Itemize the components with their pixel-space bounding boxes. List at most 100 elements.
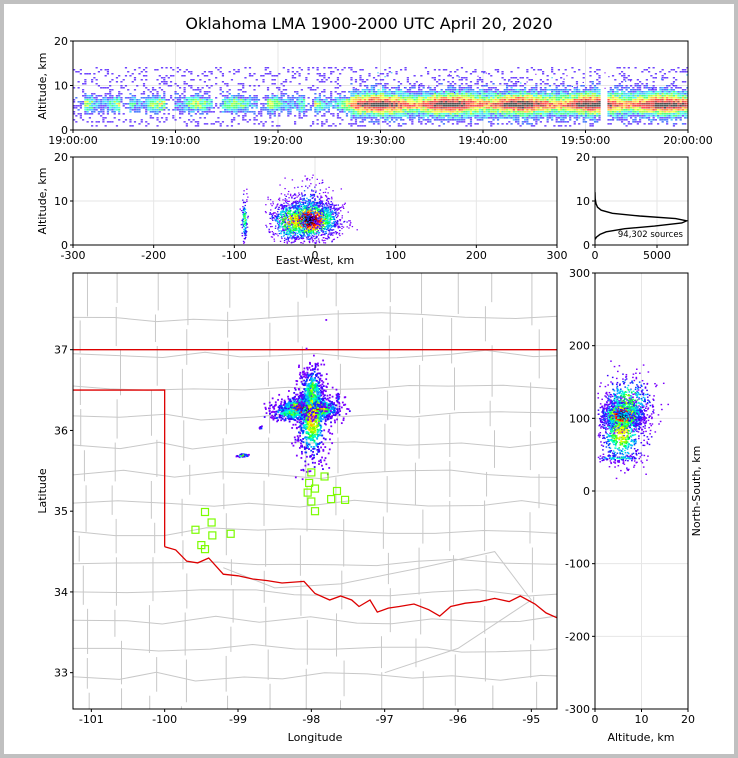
time-density-cell <box>645 85 648 87</box>
time-density-cell <box>465 125 468 127</box>
time-density-cell <box>578 123 581 125</box>
time-density-cell <box>636 101 639 103</box>
time-density-cell <box>639 97 642 99</box>
time-density-cell <box>84 83 87 85</box>
time-density-cell <box>95 67 98 69</box>
time-density-cell <box>508 79 511 81</box>
time-density-cell <box>284 81 288 83</box>
time-density-cell <box>303 101 306 103</box>
time-density-cell <box>636 85 639 87</box>
time-density-cell <box>138 105 141 107</box>
time-density-cell <box>589 89 592 91</box>
time-density-cell <box>677 99 680 101</box>
time-density-cell <box>587 101 590 103</box>
time-density-cell <box>611 99 615 101</box>
time-density-cell <box>560 121 563 123</box>
time-density-cell <box>185 105 188 107</box>
time-density-cell <box>379 93 382 95</box>
time-density-cell <box>194 107 197 109</box>
time-density-cell <box>86 111 89 113</box>
time-density-cell <box>652 119 655 121</box>
time-density-cell <box>618 93 621 95</box>
time-density-cell <box>505 107 509 109</box>
time-density-cell <box>537 119 540 121</box>
time-density-cell <box>503 107 506 109</box>
time-density-cell <box>578 111 581 113</box>
time-density-cell <box>350 83 353 85</box>
time-density-cell <box>573 89 576 91</box>
time-density-cell <box>618 101 621 103</box>
time-density-cell <box>323 81 326 83</box>
time-density-cell <box>582 103 585 105</box>
time-density-cell <box>629 111 633 113</box>
time-density-cell <box>609 91 612 93</box>
time-density-cell <box>300 107 303 109</box>
time-density-cell <box>582 119 585 121</box>
time-density-cell <box>230 119 234 121</box>
time-density-cell <box>650 113 653 115</box>
time-density-cell <box>246 101 249 103</box>
time-density-cell <box>496 111 500 113</box>
time-density-cell <box>490 109 493 111</box>
time-density-cell <box>614 103 617 105</box>
time-density-cell <box>314 107 317 109</box>
time-density-cell <box>422 113 425 115</box>
time-density-cell <box>460 113 464 115</box>
time-density-cell <box>113 107 116 109</box>
time-density-cell <box>429 101 432 103</box>
time-density-cell <box>242 117 245 119</box>
ew-density-cell <box>330 201 332 203</box>
time-density-cell <box>553 93 556 95</box>
time-density-cell <box>596 121 599 123</box>
time-density-cell <box>501 111 504 113</box>
time-density-cell <box>503 99 506 101</box>
time-density-cell <box>670 117 673 119</box>
time-density-cell <box>492 91 495 93</box>
x-tick-label: 19:00:00 <box>48 134 97 147</box>
time-density-cell <box>95 125 98 127</box>
time-density-cell <box>363 97 367 99</box>
time-density-cell <box>269 111 272 113</box>
time-density-cell <box>542 115 545 117</box>
time-density-cell <box>359 109 362 111</box>
time-density-cell <box>154 109 157 111</box>
time-density-cell <box>327 125 331 127</box>
time-density-cell <box>670 107 673 109</box>
time-density-cell <box>370 87 373 89</box>
time-density-cell <box>551 91 554 93</box>
time-density-cell <box>469 103 473 105</box>
time-density-cell <box>672 111 676 113</box>
time-density-cell <box>109 85 112 87</box>
time-density-cell <box>100 105 103 107</box>
time-density-cell <box>124 119 128 121</box>
time-density-cell <box>264 95 267 97</box>
time-density-cell <box>345 109 349 111</box>
time-density-cell <box>616 119 619 121</box>
time-density-cell <box>517 101 520 103</box>
time-density-cell <box>93 103 96 105</box>
time-density-cell <box>397 91 400 93</box>
time-density-cell <box>91 97 94 99</box>
time-density-cell <box>593 89 597 91</box>
time-density-cell <box>476 111 479 113</box>
time-density-cell <box>580 97 583 99</box>
time-density-cell <box>357 117 360 119</box>
time-density-cell <box>122 121 125 123</box>
ew-density-cell <box>294 222 297 224</box>
time-density-cell <box>562 109 565 111</box>
time-density-cell <box>546 115 549 117</box>
time-density-cell <box>526 111 529 113</box>
time-density-cell <box>397 117 400 119</box>
time-density-cell <box>323 99 326 101</box>
time-density-cell <box>546 107 549 109</box>
time-density-cell <box>517 93 520 95</box>
time-density-cell <box>436 81 439 83</box>
time-density-cell <box>314 103 317 105</box>
time-density-cell <box>429 89 432 91</box>
time-density-cell <box>339 107 342 109</box>
time-density-cell <box>271 93 274 95</box>
time-density-cell <box>539 87 542 89</box>
time-density-cell <box>469 85 473 87</box>
time-density-cell <box>357 103 360 105</box>
time-density-cell <box>318 111 321 113</box>
